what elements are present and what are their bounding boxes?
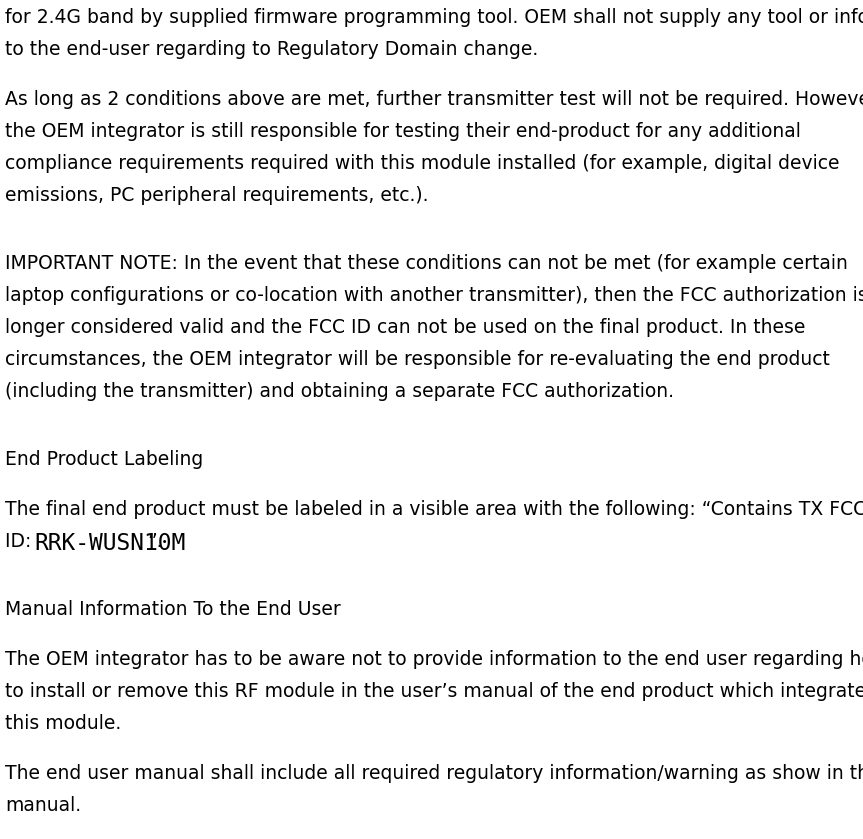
Text: the OEM integrator is still responsible for testing their end-product for any ad: the OEM integrator is still responsible … [5, 122, 801, 141]
Text: (including the transmitter) and obtaining a separate FCC authorization.: (including the transmitter) and obtainin… [5, 382, 674, 401]
Text: RRK-WUSN10M: RRK-WUSN10M [35, 532, 186, 555]
Text: to the end-user regarding to Regulatory Domain change.: to the end-user regarding to Regulatory … [5, 40, 539, 59]
Text: The end user manual shall include all required regulatory information/warning as: The end user manual shall include all re… [5, 764, 863, 783]
Text: to install or remove this RF module in the user’s manual of the end product whic: to install or remove this RF module in t… [5, 682, 863, 701]
Text: circumstances, the OEM integrator will be responsible for re-evaluating the end : circumstances, the OEM integrator will b… [5, 350, 830, 369]
Text: emissions, PC peripheral requirements, etc.).: emissions, PC peripheral requirements, e… [5, 186, 429, 205]
Text: longer considered valid and the FCC ID can not be used on the final product. In : longer considered valid and the FCC ID c… [5, 318, 805, 337]
Text: this module.: this module. [5, 714, 121, 733]
Text: compliance requirements required with this module installed (for example, digita: compliance requirements required with th… [5, 154, 840, 173]
Text: ID:: ID: [5, 532, 37, 551]
Text: As long as 2 conditions above are met, further transmitter test will not be requ: As long as 2 conditions above are met, f… [5, 90, 863, 109]
Text: Manual Information To the End User: Manual Information To the End User [5, 600, 341, 619]
Text: manual.: manual. [5, 796, 81, 815]
Text: laptop configurations or co-location with another transmitter), then the FCC aut: laptop configurations or co-location wit… [5, 286, 863, 305]
Text: The final end product must be labeled in a visible area with the following: “Con: The final end product must be labeled in… [5, 500, 863, 519]
Text: for 2.4G band by supplied firmware programming tool. OEM shall not supply any to: for 2.4G band by supplied firmware progr… [5, 8, 863, 27]
Text: End Product Labeling: End Product Labeling [5, 450, 204, 469]
Text: The OEM integrator has to be aware not to provide information to the end user re: The OEM integrator has to be aware not t… [5, 650, 863, 669]
Text: ”.: ”. [148, 532, 163, 551]
Text: IMPORTANT NOTE: In the event that these conditions can not be met (for example c: IMPORTANT NOTE: In the event that these … [5, 254, 847, 273]
